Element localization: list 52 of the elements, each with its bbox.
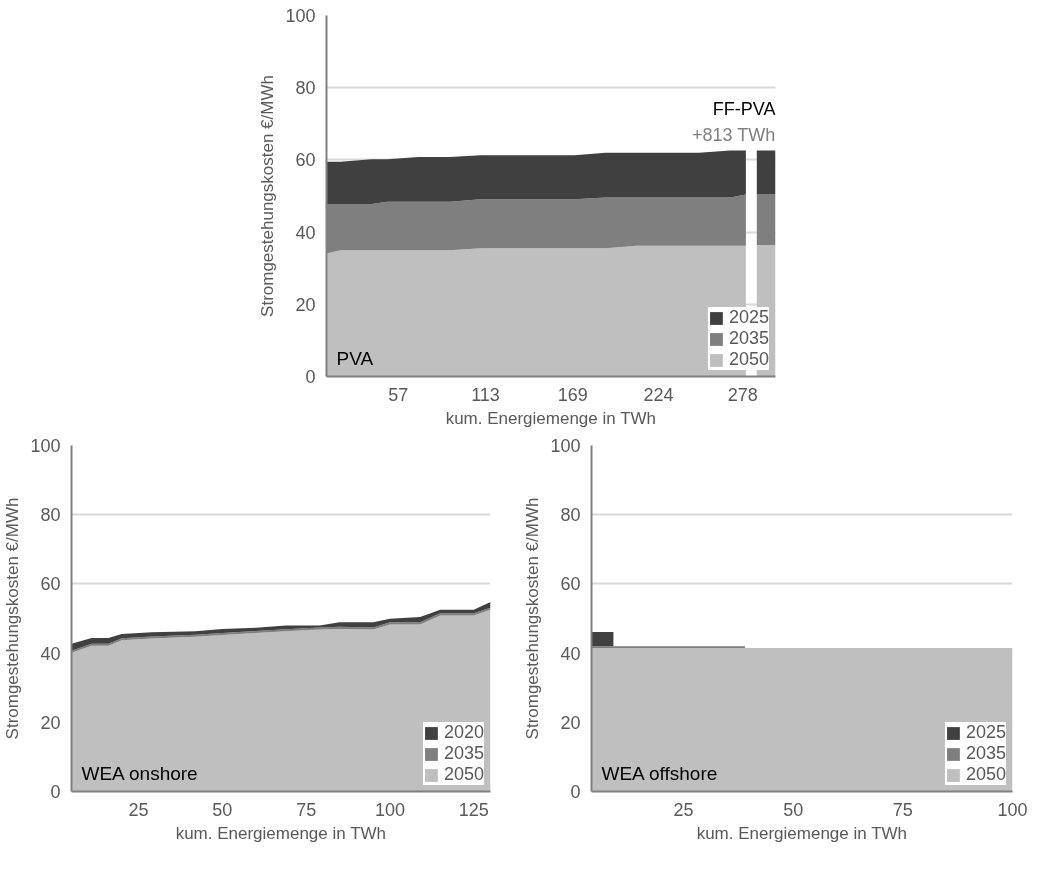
y-tick-label: 40	[560, 643, 581, 664]
y-tick-label: 20	[560, 712, 581, 733]
x-tick-label: 25	[673, 799, 694, 820]
annotation: PVA	[336, 347, 374, 369]
legend-label: 2035	[965, 743, 1006, 764]
y-tick-label: 0	[570, 782, 581, 802]
y-tick-label: 0	[50, 782, 61, 802]
x-tick-label: 75	[892, 799, 913, 820]
y-tick-label: 60	[560, 574, 581, 595]
annotation: FF-PVA	[712, 98, 776, 119]
x-tick-label: 57	[388, 384, 409, 405]
y-tick-label: 40	[40, 643, 61, 664]
legend-label: 2025	[965, 722, 1006, 743]
x-tick-label: 113	[471, 384, 500, 405]
x-tick-label: 169	[557, 384, 588, 405]
x-axis-title: kum. Energiemenge in TWh	[445, 408, 657, 428]
x-tick-label: 25	[128, 799, 149, 820]
y-tick-label: 80	[295, 78, 316, 99]
y-tick-label: 20	[40, 712, 61, 733]
legend-label: 2035	[443, 743, 484, 764]
y-tick-label: 100	[285, 6, 316, 26]
annotation: WEA onshore	[81, 762, 198, 784]
annotation: +813 TWh	[691, 124, 776, 145]
x-tick-label: 278	[727, 384, 758, 405]
y-axis-title: Stromgestehungskosten €/MWh	[3, 497, 23, 740]
y-tick-label: 80	[40, 505, 61, 526]
y-tick-label: 60	[40, 574, 61, 595]
x-tick-label: 50	[783, 799, 804, 820]
x-tick-label: 100	[374, 799, 405, 820]
x-tick-label: 50	[212, 799, 233, 820]
y-axis-title: Stromgestehungskosten €/MWh	[523, 497, 543, 740]
y-axis-title: Stromgestehungskosten €/MWh	[258, 75, 278, 317]
y-tick-label: 20	[295, 294, 316, 315]
x-tick-label: 75	[296, 799, 317, 820]
y-tick-label: 100	[30, 436, 61, 456]
y-tick-label: 100	[550, 436, 581, 456]
y-tick-label: 0	[305, 367, 316, 387]
legend-label: 2050	[965, 764, 1006, 785]
x-tick-label: 125	[458, 799, 489, 820]
legend-label: 2035	[728, 328, 769, 349]
legend-label: 2020	[443, 722, 484, 743]
y-tick-label: 80	[560, 505, 581, 526]
annotation: WEA offshore	[601, 762, 718, 784]
legend-label: 2025	[728, 307, 769, 328]
legend-label: 2050	[728, 349, 769, 370]
x-axis-title: kum. Energiemenge in TWh	[696, 823, 908, 843]
legend-label: 2050	[443, 764, 484, 785]
y-tick-label: 60	[295, 150, 316, 171]
y-tick-label: 40	[295, 222, 316, 243]
x-tick-label: 224	[643, 384, 674, 405]
x-tick-label: 100	[997, 799, 1028, 820]
x-axis-title: kum. Energiemenge in TWh	[175, 823, 387, 843]
